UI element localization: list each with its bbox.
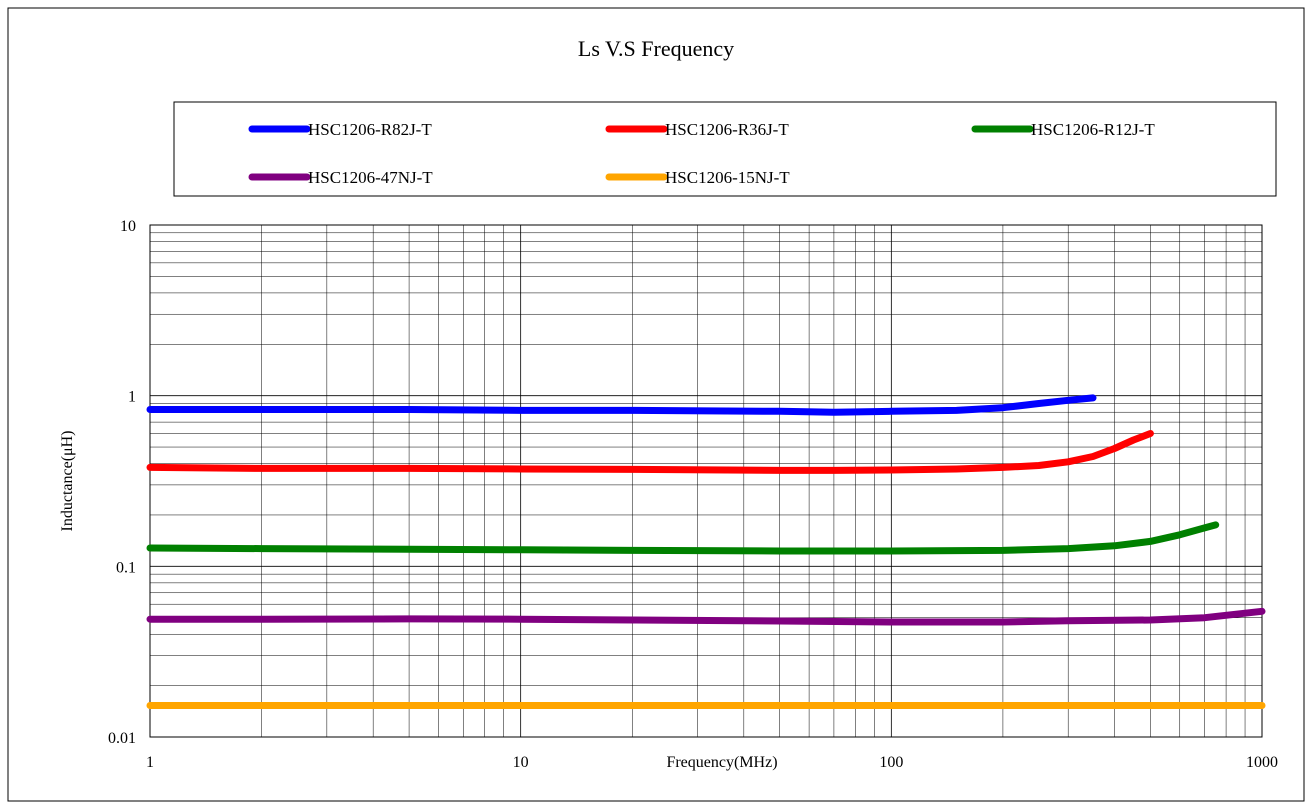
x-axis-label: Frequency(MHz) xyxy=(666,754,777,771)
legend-label: HSC1206-R12J-T xyxy=(1031,120,1155,139)
series-group xyxy=(146,394,1266,709)
y-tick-label: 10 xyxy=(120,218,136,235)
x-tick-label: 1000 xyxy=(1246,754,1278,771)
tick-labels: 1 10 100 1000 0.01 0.1 1 10 xyxy=(108,218,1278,771)
legend-label: HSC1206-R82J-T xyxy=(308,120,432,139)
series-line-hsc1206-47nj-t xyxy=(146,607,1266,626)
legend-box xyxy=(173,101,1277,197)
y-tick-label: 0.01 xyxy=(108,730,136,747)
plot-area-border xyxy=(149,224,1263,738)
series-line-hsc1206-r36j-t xyxy=(146,430,1154,474)
y-tick-label: 1 xyxy=(128,389,136,406)
series-line-hsc1206-r82j-t xyxy=(146,394,1097,416)
x-tick-label: 1 xyxy=(146,754,154,771)
chart-title: Ls V.S Frequency xyxy=(578,36,734,61)
x-tick-label: 10 xyxy=(513,754,529,771)
y-axis-label: Inductance(μH) xyxy=(59,431,76,532)
y-tick-label: 0.1 xyxy=(116,559,136,576)
legend-label: HSC1206-47NJ-T xyxy=(308,168,433,187)
series-line-hsc1206-r12j-t xyxy=(146,521,1220,555)
legend-label: HSC1206-R36J-T xyxy=(665,120,789,139)
legend-label: HSC1206-15NJ-T xyxy=(665,168,790,187)
x-tick-label: 100 xyxy=(879,754,903,771)
legend: HSC1206-R82J-T HSC1206-R36J-T HSC1206-R12J… xyxy=(248,120,1155,187)
grid xyxy=(150,225,1262,737)
